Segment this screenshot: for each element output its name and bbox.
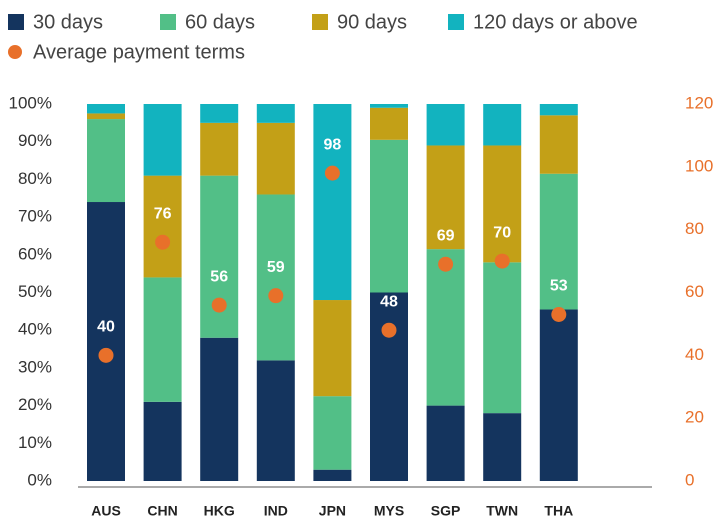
bar-segment <box>370 107 408 140</box>
data-label: 59 <box>267 259 285 276</box>
x-tick-label: IND <box>264 503 288 518</box>
x-tick-label: AUS <box>91 503 121 518</box>
bar-segment <box>483 413 522 481</box>
y-tick-label: 80% <box>18 169 52 188</box>
y2-tick-label: 120 <box>685 93 713 112</box>
bar-segment <box>256 194 295 361</box>
bar-segment <box>426 249 465 406</box>
y-tick-label: 30% <box>18 357 52 376</box>
bar-segment <box>87 113 125 120</box>
legend-label: 120 days or above <box>473 11 638 33</box>
bar-segment <box>256 360 295 481</box>
bar-segment <box>483 104 522 146</box>
legend-marker <box>160 14 176 30</box>
bar-segment <box>426 145 465 250</box>
bar-segment <box>87 202 125 481</box>
y-tick-label: 70% <box>18 207 52 226</box>
bar-segment <box>143 401 182 481</box>
legend-marker <box>448 14 464 30</box>
y2-tick-label: 0 <box>685 470 694 489</box>
y-tick-label: 0% <box>27 470 52 489</box>
average-dot <box>98 347 114 363</box>
bar-segment <box>143 104 182 176</box>
legend-label: 30 days <box>33 11 103 33</box>
bar-segment <box>370 139 408 293</box>
bar-segment <box>143 175 182 278</box>
data-label: 53 <box>550 278 568 295</box>
y-tick-label: 20% <box>18 395 52 414</box>
bar-segment <box>370 292 408 481</box>
bar-segment <box>313 396 352 470</box>
data-label: 70 <box>493 224 511 241</box>
x-tick-label: SGP <box>431 503 461 518</box>
y2-tick-label: 100 <box>685 156 713 175</box>
bar-segment <box>539 115 578 174</box>
y-tick-label: 60% <box>18 244 52 263</box>
y-tick-label: 10% <box>18 433 52 452</box>
bar-segment <box>483 262 522 414</box>
bar-segment <box>200 104 239 123</box>
bar-segment <box>426 405 465 481</box>
legend-marker <box>8 14 24 30</box>
data-label: 40 <box>97 319 115 336</box>
y2-tick-label: 20 <box>685 408 704 427</box>
bar-segment <box>200 175 239 338</box>
bar-segment <box>539 309 578 481</box>
bar-segment <box>313 104 352 301</box>
y2-tick-label: 80 <box>685 219 704 238</box>
y-tick-label: 50% <box>18 282 52 301</box>
x-tick-label: JPN <box>319 503 346 518</box>
bar-segment <box>313 469 352 481</box>
bar-segment <box>483 145 522 263</box>
bar-segment <box>87 119 125 203</box>
average-dot <box>155 234 171 250</box>
data-label: 69 <box>437 227 455 244</box>
x-tick-label: CHN <box>147 503 177 518</box>
legend-label: 60 days <box>185 11 255 33</box>
data-label: 48 <box>380 293 398 310</box>
legend-label: 90 days <box>337 11 407 33</box>
bar-segment <box>200 337 239 481</box>
average-dot <box>438 256 454 272</box>
legend-marker <box>8 45 22 59</box>
average-dot <box>381 322 397 338</box>
bar-segment <box>256 104 295 123</box>
average-dot <box>551 306 567 322</box>
data-label: 76 <box>154 205 172 222</box>
bar-segment <box>370 104 408 108</box>
bar-segment <box>313 300 352 397</box>
legend-label: Average payment terms <box>33 41 245 63</box>
x-tick-label: THA <box>544 503 573 518</box>
bar-segment <box>87 104 125 114</box>
legend-marker <box>312 14 328 30</box>
average-dot <box>324 165 340 181</box>
y2-tick-label: 60 <box>685 282 704 301</box>
data-label: 56 <box>210 268 228 285</box>
x-tick-label: TWN <box>486 503 518 518</box>
average-dot <box>494 253 510 269</box>
average-dot <box>268 288 284 304</box>
x-tick-label: MYS <box>374 503 404 518</box>
bar-segment <box>200 122 239 176</box>
y-tick-label: 100% <box>9 93 52 112</box>
bar-segment <box>143 277 182 402</box>
x-tick-label: HKG <box>204 503 235 518</box>
y-tick-label: 90% <box>18 131 52 150</box>
data-label: 98 <box>324 136 342 153</box>
y2-tick-label: 40 <box>685 345 704 364</box>
y-tick-label: 40% <box>18 320 52 339</box>
bar-segment <box>539 173 578 310</box>
average-dot <box>211 297 227 313</box>
bar-segment <box>256 122 295 195</box>
bar-segment <box>426 104 465 146</box>
bar-segment <box>539 104 578 116</box>
